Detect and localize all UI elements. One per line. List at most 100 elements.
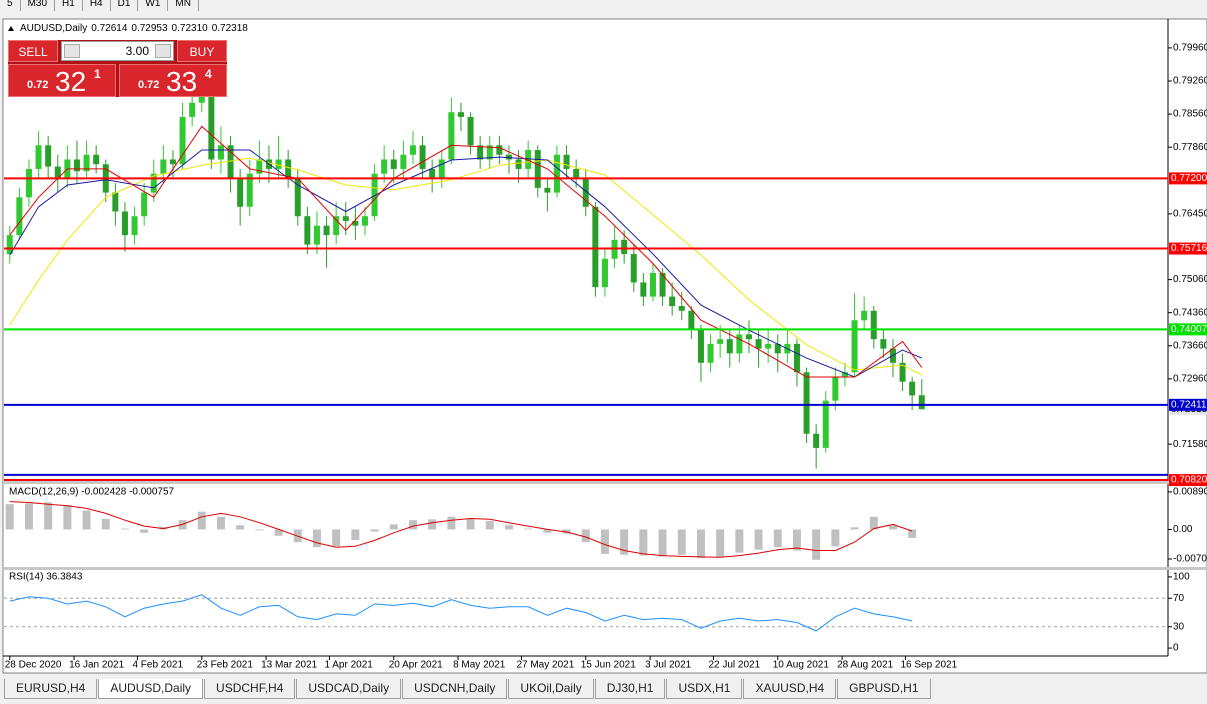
candle-body	[505, 154, 512, 160]
macd-bar	[101, 518, 110, 530]
chart-tab[interactable]: USDX,H1	[666, 679, 743, 699]
collapse-icon[interactable]	[8, 26, 14, 31]
x-tick-label: 15 Jun 2021	[581, 660, 636, 671]
buy-price[interactable]: 0.72 33 4	[119, 64, 227, 97]
candle-body	[621, 239, 628, 255]
timeframe-button[interactable]: H1	[55, 0, 83, 11]
candle-body	[179, 116, 186, 165]
candle-body	[189, 102, 196, 117]
y-tick-label: 0.79960	[1173, 43, 1207, 54]
chart-tab[interactable]: GBPUSD,H1	[837, 679, 931, 699]
macd-bar	[908, 529, 917, 538]
candle-body	[813, 433, 820, 448]
macd-bar	[255, 529, 264, 531]
y-tick-label: 0.73660	[1173, 340, 1207, 351]
price-main: 32	[55, 66, 87, 97]
chart-tabs: EURUSD,H4 AUDUSD,Daily USDCHF,H4 USDCAD,Dai…	[4, 679, 932, 699]
timeframe-button[interactable]: D1	[111, 0, 139, 11]
volume-input[interactable]: 3.00	[61, 41, 174, 61]
macd-bar	[735, 529, 744, 553]
x-tick-label: 20 Apr 2021	[389, 660, 443, 671]
macd-bar	[44, 502, 53, 530]
candle-body	[774, 343, 781, 354]
candle-body	[822, 400, 829, 448]
candle-body	[457, 112, 464, 117]
chart-tab[interactable]: XAUUSD,H4	[743, 679, 837, 699]
sell-button[interactable]: SELL	[8, 40, 58, 62]
chart-tab[interactable]: UKOil,Daily	[508, 679, 594, 699]
candle-body	[534, 150, 541, 188]
chart-window: AUDUSD,Daily 0.72614 0.72953 0.72310 0.72318…	[2, 18, 1207, 674]
timeframe-button[interactable]: 5	[0, 0, 21, 11]
candle-body	[285, 159, 292, 179]
chart-tab[interactable]: EURUSD,H4	[4, 679, 98, 699]
price-level-label: 0.75716	[1171, 243, 1207, 254]
candle-body	[515, 159, 522, 169]
candle-body	[659, 272, 666, 297]
candle-body	[803, 372, 810, 434]
macd-bar	[351, 529, 360, 540]
macd-bar	[485, 521, 494, 530]
y-tick-label: -0.00701	[1173, 554, 1207, 565]
macd-bar	[197, 511, 206, 530]
candle-body	[448, 112, 455, 160]
ohlc-value: 0.72310	[172, 23, 209, 34]
candle-body	[707, 343, 714, 363]
volume-up[interactable]	[155, 44, 171, 58]
chart-header: AUDUSD,Daily 0.72614 0.72953 0.72310 0.72318	[20, 23, 248, 34]
volume-down[interactable]	[64, 44, 80, 58]
macd-bar	[888, 525, 897, 530]
candle-body	[697, 329, 704, 363]
buy-button[interactable]: BUY	[177, 40, 227, 62]
timeframe-button[interactable]: MN	[168, 0, 199, 11]
chart-tab[interactable]: USDCNH,Daily	[402, 679, 508, 699]
candle-body	[765, 343, 772, 349]
candle-body	[438, 159, 445, 179]
macd-bar	[140, 529, 149, 533]
macd-bar	[677, 529, 686, 555]
candle-body	[429, 168, 436, 179]
candle-body	[131, 216, 138, 236]
chart-tab[interactable]: AUDUSD,Daily	[98, 679, 204, 699]
timeframe-button[interactable]: W1	[138, 0, 169, 11]
candle-body	[880, 339, 887, 349]
macd-bar	[754, 529, 763, 550]
macd-bar	[312, 529, 321, 548]
sell-price[interactable]: 0.72 32 1	[8, 64, 116, 97]
price-level-label-box	[1169, 323, 1207, 336]
x-tick-label: 8 May 2021	[453, 660, 506, 671]
moving-average	[9, 149, 922, 378]
y-tick-label: 0	[1173, 643, 1179, 654]
macd-bar	[543, 529, 552, 533]
candle-body	[208, 69, 215, 160]
candle-body	[381, 159, 388, 174]
macd-bar	[600, 529, 609, 554]
candle-body	[793, 343, 800, 373]
candle-body	[736, 334, 743, 354]
price-level-label-box	[1169, 474, 1207, 487]
rsi-line	[9, 594, 913, 632]
candle-body	[150, 173, 157, 193]
x-tick-label: 3 Jul 2021	[645, 660, 692, 671]
candle-body	[630, 254, 637, 283]
candle-body	[409, 145, 416, 155]
chart-tab[interactable]: DJ30,H1	[594, 679, 666, 699]
y-tick-label: 0.78560	[1173, 109, 1207, 120]
timeframe-button[interactable]: M30	[21, 0, 56, 11]
candle-body	[582, 178, 589, 207]
macd-bar	[696, 529, 705, 559]
macd-bar	[504, 525, 513, 530]
candle-body	[112, 192, 119, 212]
chart-tab[interactable]: USDCAD,Daily	[296, 679, 402, 699]
y-tick-label: 30	[1173, 621, 1185, 632]
price-main: 33	[166, 66, 198, 97]
candle-body	[246, 173, 253, 207]
timeframe-button[interactable]: H4	[83, 0, 111, 11]
candle-body	[832, 376, 839, 401]
macd-bar	[850, 527, 859, 530]
price-small: 4	[205, 67, 212, 81]
candle-body	[160, 159, 167, 174]
chart-tab[interactable]: USDCHF,H4	[204, 679, 296, 699]
candle-body	[16, 197, 23, 236]
